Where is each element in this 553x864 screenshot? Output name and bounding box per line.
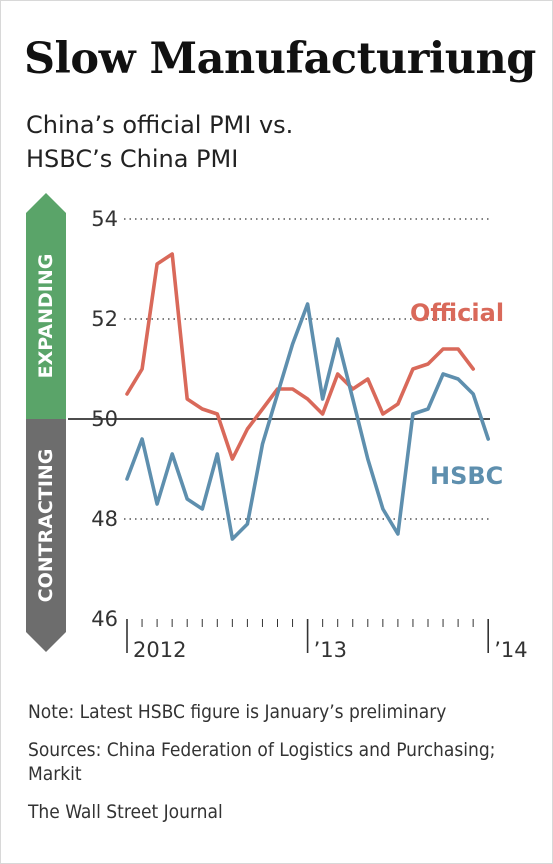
- x-tick-label: 2012: [133, 638, 186, 662]
- pmi-line-chart: EXPANDING CONTRACTING 54 52 50 48 46 2012 ’13 ’14…: [26, 193, 528, 662]
- expanding-label: EXPANDING: [35, 254, 57, 379]
- series-line-hsbc: [125, 302, 491, 541]
- chart-title: Slow Manufacturiung: [24, 34, 536, 84]
- contracting-arrow: [26, 419, 66, 652]
- series-line-official: [125, 252, 476, 461]
- series-label-hsbc: HSBC: [430, 462, 503, 490]
- y-tick-label: 54: [91, 207, 118, 231]
- chart-notes: Note: Latest HSBC figure is January’s pr…: [28, 700, 543, 824]
- expanding-arrow: [26, 193, 66, 419]
- y-tick-label: 46: [91, 607, 118, 631]
- x-tick-label: ’13: [314, 638, 347, 662]
- y-tick-label: 48: [91, 507, 118, 531]
- subtitle-line-2: HSBC’s China PMI: [26, 145, 239, 173]
- chart-subtitle: China’s official PMI vs. HSBC’s China PM…: [26, 108, 293, 176]
- sources-text: Sources: China Federation of Logistics a…: [28, 739, 496, 785]
- credit-text: The Wall Street Journal: [28, 801, 223, 823]
- x-tick-label: ’14: [494, 638, 527, 662]
- contracting-label: CONTRACTING: [35, 449, 57, 603]
- y-tick-label: 50: [91, 407, 118, 431]
- y-tick-label: 52: [91, 307, 118, 331]
- note-text: Note: Latest HSBC figure is January’s pr…: [28, 701, 447, 723]
- series-label-official: Official: [410, 299, 504, 327]
- subtitle-line-1: China’s official PMI vs.: [26, 111, 294, 139]
